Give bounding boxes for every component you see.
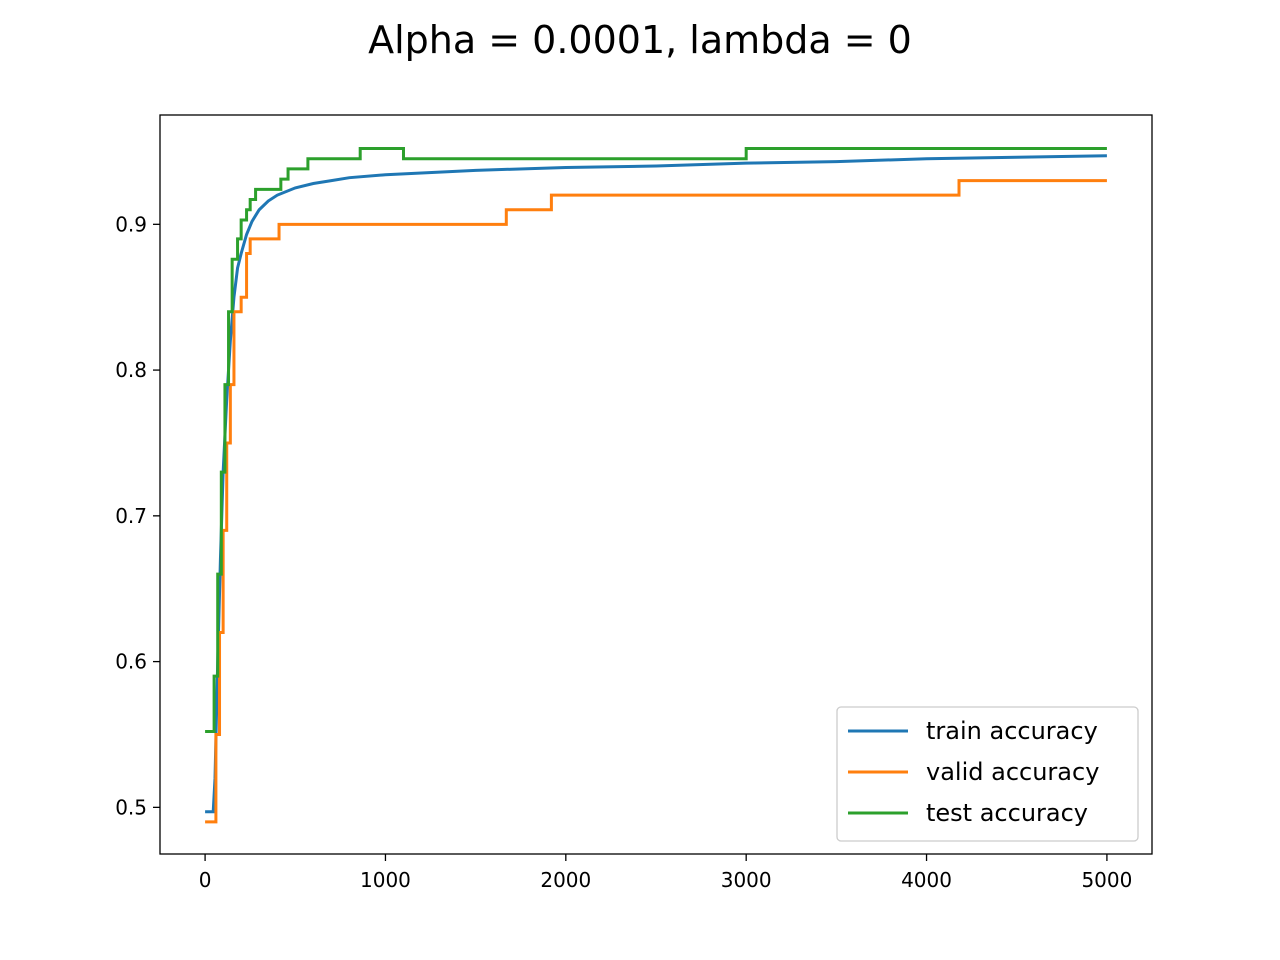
y-tick-label: 0.9 [115,212,147,236]
x-axis: 0 1000 2000 3000 4000 5000 [199,854,1132,892]
legend: train accuracy valid accuracy test accurac… [836,706,1139,842]
x-tick-label: 0 [199,868,212,892]
legend-box [836,706,1139,842]
x-tick-label: 2000 [540,868,591,892]
legend-label-2: test accuracy [926,799,1088,827]
legend-label-0: train accuracy [926,717,1098,745]
y-axis: 0.5 0.6 0.7 0.8 0.9 [115,212,160,819]
x-tick-label: 4000 [901,868,952,892]
plot-frame [159,114,1153,855]
series-line-2 [205,147,1107,734]
y-tick-label: 0.7 [115,504,147,528]
y-tick-label: 0.8 [115,358,147,382]
y-tick-label: 0.6 [115,650,147,674]
x-tick-label: 1000 [360,868,411,892]
series-layer [205,147,1107,824]
x-tick-label: 5000 [1081,868,1132,892]
chart-title: Alpha = 0.0001, lambda = 0 [368,18,912,62]
legend-label-1: valid accuracy [926,758,1099,786]
series-line-1 [205,179,1107,824]
y-tick-label: 0.5 [115,795,147,819]
x-tick-label: 3000 [721,868,772,892]
